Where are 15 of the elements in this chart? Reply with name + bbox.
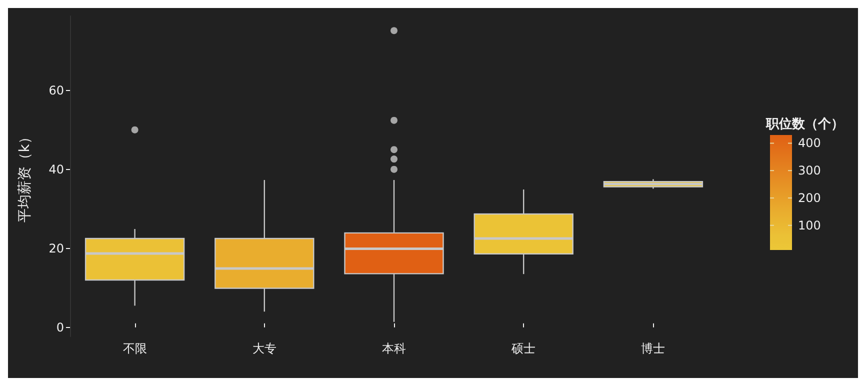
x-tick-label: 不限 [122,342,147,356]
y-tick-label: 0 [56,320,64,334]
color-bar-label: 300 [798,164,821,178]
y-tick-label: 60 [48,83,64,98]
x-tick-label: 博士 [641,342,666,356]
color-bar-label: 400 [798,136,821,150]
y-tick-label: 40 [48,162,64,176]
x-tick-label: 硕士 [510,342,536,356]
x-tick-label: 大专 [252,342,276,356]
color-bar-label: 100 [798,218,821,232]
x-tick-label: 本科 [382,342,406,356]
color-bar-label: 200 [798,190,821,205]
color-bar-title: 职位数（个） [765,117,844,132]
y-axis-title: 平均薪资（k） [17,130,33,222]
y-tick-label: 20 [48,241,64,256]
